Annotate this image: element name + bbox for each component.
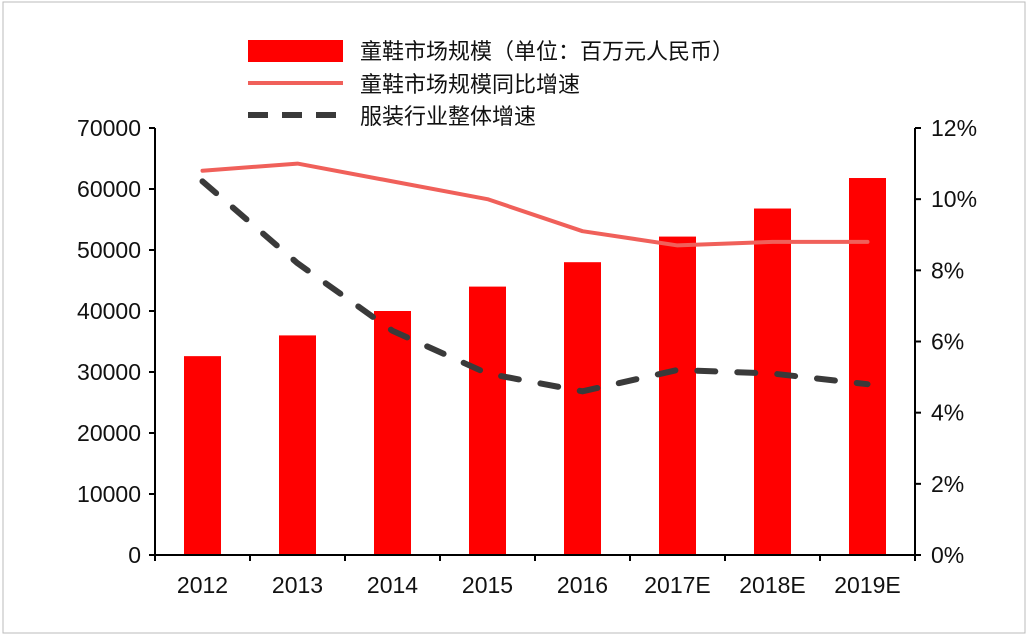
right-tick-label: 12%	[931, 115, 977, 141]
right-tick-label: 4%	[931, 400, 964, 426]
bar-2019E	[849, 178, 886, 555]
right-tick-label: 2%	[931, 471, 964, 497]
left-tick-label: 30000	[77, 359, 141, 385]
x-tick-label: 2015	[462, 572, 513, 598]
right-tick-label: 10%	[931, 186, 977, 212]
x-tick-label: 2018E	[739, 572, 806, 598]
x-tick-label: 2017E	[644, 572, 711, 598]
x-tick-label: 2013	[272, 572, 323, 598]
x-tick-label: 2014	[367, 572, 418, 598]
x-tick-label: 2012	[177, 572, 228, 598]
left-tick-label: 20000	[77, 420, 141, 446]
x-tick-label: 2016	[557, 572, 608, 598]
series-line-market-growth	[200, 161, 870, 248]
left-tick-label: 60000	[77, 176, 141, 202]
left-tick-label: 10000	[77, 481, 141, 507]
bar-2012	[184, 356, 221, 555]
bar-2017E	[659, 236, 696, 555]
legend-label-dashed-line: 服装行业整体增速	[360, 105, 536, 130]
bar-2016	[564, 262, 601, 555]
bar-2013	[279, 335, 316, 555]
legend-swatch-bar	[248, 40, 343, 62]
right-tick-label: 8%	[931, 257, 964, 283]
bar-2014	[374, 311, 411, 555]
legend-label-solid-line: 童鞋市场规模同比增速	[360, 73, 580, 98]
legend: 童鞋市场规模（单位：百万元人民币） 童鞋市场规模同比增速 服装行业整体增速	[248, 40, 734, 130]
x-tick-label: 2019E	[834, 572, 901, 598]
left-tick-label: 40000	[77, 298, 141, 324]
legend-label-bar: 童鞋市场规模（单位：百万元人民币）	[360, 40, 734, 65]
bar-2018E	[754, 208, 791, 555]
series-line-apparel-growth	[199, 178, 871, 395]
right-tick-label: 6%	[931, 329, 964, 355]
left-tick-label: 50000	[77, 237, 141, 263]
right-tick-label: 0%	[931, 542, 964, 568]
left-tick-label: 0	[128, 542, 141, 568]
left-tick-label: 70000	[77, 115, 141, 141]
bar-2015	[469, 286, 506, 555]
